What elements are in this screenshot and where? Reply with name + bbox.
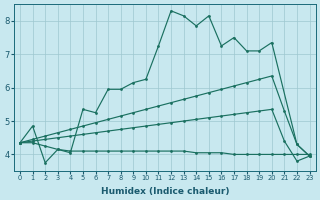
X-axis label: Humidex (Indice chaleur): Humidex (Indice chaleur) bbox=[100, 187, 229, 196]
